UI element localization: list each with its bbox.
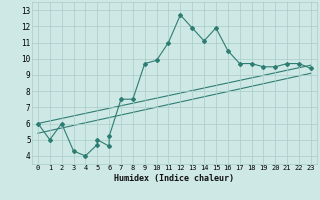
X-axis label: Humidex (Indice chaleur): Humidex (Indice chaleur) [115, 174, 234, 183]
